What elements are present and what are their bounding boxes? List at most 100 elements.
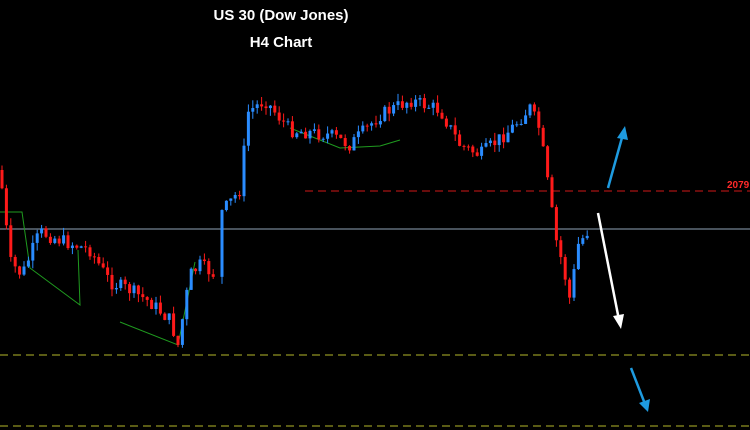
- chart-subtitle: H4 Chart: [250, 34, 313, 51]
- candle-body: [576, 243, 580, 270]
- candle-body: [471, 146, 475, 153]
- candle-body: [431, 102, 435, 108]
- candle-body: [220, 210, 224, 277]
- candle-body: [343, 138, 347, 146]
- candle-body: [405, 102, 409, 108]
- candle-body: [145, 297, 149, 300]
- candle-body: [352, 137, 356, 151]
- candle-body: [466, 146, 470, 148]
- candle-body: [158, 302, 162, 314]
- candle-body: [194, 268, 198, 272]
- candle-body: [374, 123, 378, 125]
- candle-body: [70, 245, 74, 249]
- candle-body: [378, 121, 382, 125]
- candle-body: [207, 261, 211, 275]
- candle-body: [242, 145, 246, 197]
- candle-body: [541, 127, 545, 147]
- candle-body: [524, 115, 528, 124]
- candle-body: [198, 259, 202, 272]
- candle-body: [44, 228, 48, 237]
- candle-body: [128, 284, 132, 294]
- candle-body: [585, 235, 589, 239]
- candle-body: [84, 246, 88, 248]
- candle-body: [532, 104, 536, 112]
- candle-body: [268, 105, 272, 109]
- candle-body: [572, 269, 576, 298]
- candle-body: [79, 246, 83, 248]
- candle-body: [167, 313, 171, 320]
- candle-body: [251, 108, 255, 112]
- candle-body: [141, 294, 145, 298]
- candle-body: [185, 289, 189, 320]
- candle-body: [150, 299, 154, 309]
- candle-body: [295, 133, 299, 138]
- candle-body: [282, 120, 286, 122]
- candle-body: [334, 130, 338, 135]
- candle-body: [180, 319, 184, 345]
- candle-body: [356, 131, 360, 138]
- candle-body: [396, 101, 400, 106]
- candle-body: [422, 98, 426, 109]
- candle-body: [326, 133, 330, 139]
- candle-body: [554, 207, 558, 241]
- candle-body: [458, 134, 462, 146]
- candle-body: [233, 195, 237, 199]
- candle-body: [246, 111, 250, 146]
- candle-body: [519, 123, 523, 125]
- candle-body: [502, 134, 506, 143]
- candle-body: [365, 125, 369, 127]
- candle-body: [123, 279, 127, 285]
- candle-body: [62, 235, 66, 244]
- candle-body: [18, 266, 22, 275]
- candle-body: [383, 106, 387, 122]
- candle-body: [114, 288, 118, 290]
- candle-body: [136, 285, 140, 295]
- candle-body: [286, 121, 290, 123]
- candle-body: [559, 240, 563, 258]
- candle-body: [163, 313, 167, 320]
- candle-body: [97, 256, 101, 264]
- candle-body: [264, 106, 268, 109]
- candle-body: [88, 247, 92, 257]
- candle-body: [361, 125, 365, 132]
- candle-body: [92, 256, 96, 258]
- candle-body: [317, 129, 321, 140]
- candle-body: [40, 228, 44, 234]
- candle-body: [493, 140, 497, 146]
- candle-body: [462, 145, 466, 147]
- candle-body: [414, 99, 418, 107]
- candle-body: [581, 238, 585, 244]
- candle-body: [304, 131, 308, 139]
- level-label: 2079: [727, 180, 750, 191]
- candle-body: [537, 111, 541, 128]
- candle-body: [229, 198, 233, 201]
- candle-body: [392, 105, 396, 114]
- candle-body: [409, 102, 413, 107]
- candles: [0, 93, 589, 348]
- candle-body: [475, 152, 479, 156]
- candle-body: [211, 274, 215, 277]
- candle-body: [444, 118, 448, 127]
- candle-body: [119, 279, 123, 289]
- candle-body: [9, 225, 13, 257]
- candle-body: [299, 131, 303, 134]
- candle-body: [238, 195, 242, 197]
- candle-body: [132, 285, 136, 294]
- candle-body: [224, 200, 228, 211]
- candle-body: [321, 138, 325, 140]
- candle-body: [550, 177, 554, 208]
- candle-body: [255, 104, 259, 109]
- candle-body: [35, 233, 39, 243]
- arrow: [629, 367, 650, 412]
- candle-body: [348, 145, 352, 151]
- candle-body: [427, 107, 431, 109]
- candle-body: [75, 245, 79, 248]
- candle-body: [515, 124, 519, 126]
- candle-body: [370, 123, 374, 126]
- candle-body: [0, 170, 4, 189]
- candle-body: [480, 146, 484, 156]
- candle-body: [506, 132, 510, 143]
- candle-body: [48, 236, 52, 243]
